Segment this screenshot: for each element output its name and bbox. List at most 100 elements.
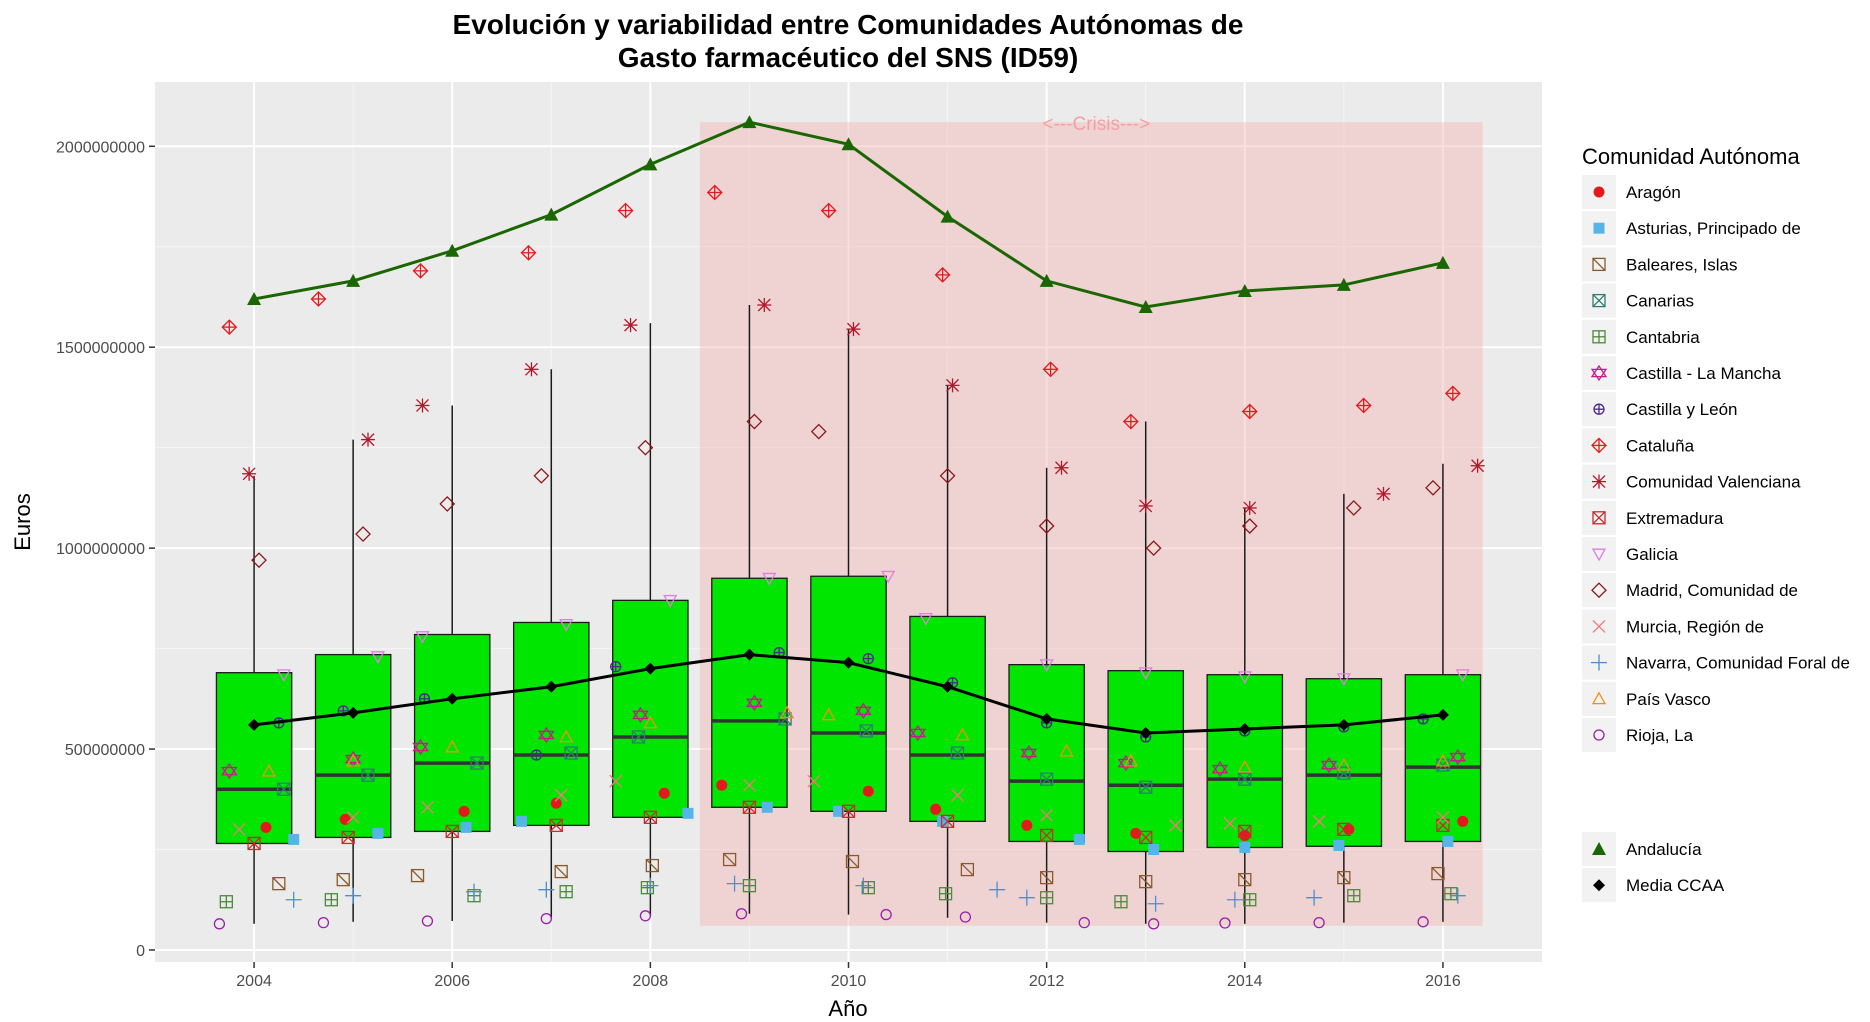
marker-tri-up [1020,744,1038,758]
box-2008 [612,599,689,818]
point-10-2008 [663,594,678,608]
marker-filled-triangle [841,137,856,151]
point-8-2015 [1376,486,1391,501]
point-4-2009 [742,879,757,893]
point-4-2012 [1039,891,1054,905]
marker-circle [1078,916,1090,929]
point-11-2014 [1241,518,1258,534]
point-11-2012 [1038,518,1055,534]
marker-square [470,756,484,770]
marker-filled-square [516,815,528,827]
marker-filled-triangle [1435,255,1450,269]
point-5-2008 [632,706,649,724]
marker-filled-square [1442,835,1454,847]
marker-d2 [277,782,291,796]
point-2-2014 [1238,872,1252,887]
marker-filled-square [460,821,472,833]
point-3-2009 [778,712,792,726]
andalucia-point-2005 [346,273,361,287]
point-11-2009 [746,413,763,430]
marker-square [1238,772,1252,786]
marker-diamond [1591,582,1607,599]
marker-filled-diamond [743,648,756,661]
marker-square [940,814,955,829]
point-1-2009 [761,801,773,813]
point-2-2013 [1139,874,1153,889]
point-14-2010 [821,707,836,721]
marker-tri-down [221,766,238,780]
point-13-2013 [1147,895,1164,912]
box-2004 [215,672,293,845]
point-7-2014 [1241,403,1258,420]
marker-d2 [643,810,657,824]
point-10-2015 [1336,673,1351,687]
marker-triangle-down [1237,671,1252,685]
legend-title: Comunidad Autónoma [1582,144,1800,169]
marker-square [1337,822,1351,837]
marker-tri-down [746,698,763,712]
marker-dot [930,803,942,815]
point-6-2010 [862,652,874,665]
point-11-2008 [637,439,654,456]
marker-d1 [554,865,568,879]
point-9-2007 [549,818,563,833]
marker-tri-up [412,738,429,752]
point-5-2016 [1449,748,1466,766]
point-8-2008 [623,318,638,333]
marker-d2 [1243,501,1257,515]
marker-d2 [1377,487,1390,501]
legend-label-2: Baleares, Islas [1626,255,1738,274]
point-11-2006 [439,495,456,512]
marker-square [1431,866,1445,881]
media-ccaa-point-2007 [545,680,558,693]
point-7-2015 [1355,397,1372,414]
box-2010 [810,575,887,812]
marker-filled-diamond [644,662,657,675]
marker-d1 [1592,257,1606,271]
point-0-2015 [1343,823,1355,835]
point-3-2010 [859,724,873,738]
marker-filled-diamond [842,656,855,669]
marker-tri-up [1320,756,1338,770]
point-9-2004 [247,836,261,851]
marker-square [549,818,563,833]
marker-tri-up [909,724,927,738]
legend-label-9: Extremadura [1626,509,1724,528]
marker-square [1337,766,1351,780]
marker-d2 [416,399,429,412]
marker-tri-down [1320,760,1338,774]
media-ccaa-point-2012 [1040,712,1053,725]
marker-d2 [554,788,568,802]
point-2-2015 [1337,870,1351,885]
andalucia-point-2016 [1435,255,1450,269]
point-0-2010 [862,785,874,797]
point-9-2010 [841,804,856,818]
legend-extra-label-0: Andalucía [1626,840,1702,859]
lines-layer [247,115,1450,739]
y-tick-label: 0 [136,943,145,960]
marker-filled-square [682,807,694,819]
marker-d2 [842,804,855,818]
marker-circle [1593,729,1605,741]
point-13-2008 [642,877,659,894]
andalucia-point-2013 [1138,300,1153,314]
box-2012 [1008,663,1085,843]
media-ccaa-point-2014 [1238,722,1251,735]
legend-label-1: Asturias, Principado de [1626,219,1801,238]
point-7-2007 [520,244,537,261]
marker-triangle [346,753,361,767]
legend-label-3: Canarias [1626,292,1694,311]
marker-d2 [1139,830,1153,844]
point-5-2009 [746,694,763,712]
point-7-2006 [412,262,429,279]
marker-d1 [1139,875,1153,889]
point-3-2015 [1337,766,1351,780]
box-2011 [909,615,986,823]
marker-circle [317,916,330,929]
legend-label-5: Castilla - La Mancha [1626,364,1782,383]
point-12-2009 [742,778,756,792]
point-0-2007 [550,797,562,809]
point-14-2012 [1059,743,1074,757]
point-5-2007 [538,726,555,744]
point-1-2012 [1073,833,1085,845]
